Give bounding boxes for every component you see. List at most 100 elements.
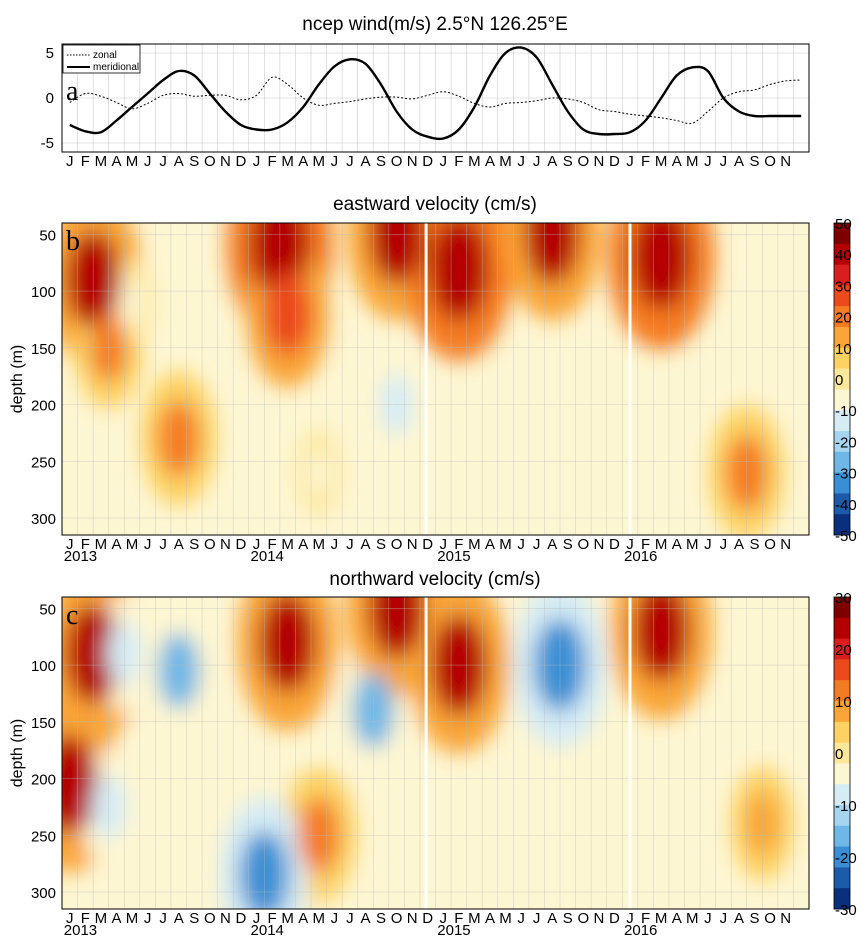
panel-b-anomaly-core <box>631 223 691 310</box>
panel-b-anomaly-core <box>524 223 580 284</box>
panel-c-month-label: A <box>111 910 121 927</box>
panel-b-month-label: J <box>704 536 712 553</box>
panel-c-month-label: J <box>533 910 541 927</box>
panel-b-ytick-label: 50 <box>39 227 56 244</box>
panel-a-ytick-label: 0 <box>46 90 54 107</box>
panel-a-month-label: J <box>331 153 339 170</box>
panel-b-month-label: N <box>780 536 791 553</box>
panel-a-month-label: O <box>764 153 776 170</box>
panel-b-month-label: A <box>360 536 370 553</box>
panel-c-colorbar-label: 0 <box>835 746 843 763</box>
panel-c-anomaly-core <box>259 597 316 693</box>
panel-b-colorbar-label: -30 <box>835 466 857 483</box>
panel-b-colorbar-label: -40 <box>835 497 857 514</box>
panel-b-colorbar-swatch <box>834 347 850 370</box>
panel-c-anomaly-core <box>368 597 425 659</box>
panel-c-month-label: O <box>764 910 776 927</box>
panel-b-month-label: M <box>655 536 668 553</box>
panel-b-month-label: N <box>407 536 418 553</box>
panel-c-anomaly-core <box>157 632 200 709</box>
panel-c-month-label: N <box>220 910 231 927</box>
panel-c-month-label: D <box>609 910 620 927</box>
panel-b-month-label: A <box>174 536 184 553</box>
panel-b-colorbar: 50 40 30 20 10 0 -10 -20 -30 -40 -50 <box>833 216 857 545</box>
legend: zonal meridional <box>62 44 141 74</box>
panel-a-month-label: F <box>641 153 650 170</box>
panel-b-month-label: S <box>563 536 573 553</box>
panel-c-colorbar-swatch <box>834 701 850 723</box>
panel-b-anomaly-core <box>306 449 331 497</box>
panel-b-colorbar-label: 50 <box>835 216 852 233</box>
panel-b-month-label: M <box>686 536 699 553</box>
panel-a-month-label: S <box>189 153 199 170</box>
panel-a-yticks: 5 0 -5 <box>41 45 54 152</box>
panel-b-frame <box>61 222 810 536</box>
panel-a-month-label: J <box>720 153 728 170</box>
panel-c-month-label: J <box>704 910 712 927</box>
panel-a-month-label: D <box>609 153 620 170</box>
panel-c-colorbar-swatch <box>834 680 850 702</box>
panel-a-month-label: M <box>468 153 481 170</box>
panel-b-month-label: O <box>578 536 590 553</box>
panel-b-month-label: J <box>440 536 448 553</box>
panel-b-colorbar-label: 40 <box>835 247 852 264</box>
panel-a-month-label: J <box>253 153 261 170</box>
panel-b-letter: b <box>66 226 80 257</box>
panel-c-month-label: O <box>391 910 403 927</box>
panel-c-colorbar-swatch <box>834 805 850 827</box>
panel-b-month-label: J <box>346 536 354 553</box>
panel-a-month-label: D <box>422 153 433 170</box>
legend-meridional-label: meridional <box>93 62 139 73</box>
panel-c-month-label: J <box>346 910 354 927</box>
panel-a-month-label: A <box>111 153 121 170</box>
panel-b-colorbar-label: -50 <box>835 528 857 545</box>
panel-a-month-label: A <box>174 153 184 170</box>
panel-c-month-label: M <box>313 910 326 927</box>
panel-a-month-label: O <box>578 153 590 170</box>
panel-b-colorbar-swatch <box>834 431 850 453</box>
panel-b-month-label: A <box>485 536 495 553</box>
panel-a-month-label: M <box>126 153 139 170</box>
panel-b-colorbar-swatch <box>834 514 850 536</box>
panel-b-month-label: O <box>391 536 403 553</box>
panel-c-ytick-label: 50 <box>39 601 56 618</box>
panel-c-colorbar-swatch <box>834 638 850 660</box>
meridional-wind-line <box>69 46 802 141</box>
panel-a-month-label: F <box>454 153 463 170</box>
panel-c-month-label: J <box>517 910 525 927</box>
panel-c-month-label: J <box>626 910 634 927</box>
panel-b-colorbar-swatch <box>834 243 850 266</box>
panel-c-month-label: D <box>236 910 247 927</box>
panel-c-month-label: J <box>144 910 152 927</box>
panel-b-year-label: 2016 <box>624 548 657 565</box>
panel-b-data-gap <box>424 223 428 535</box>
panel-b-colorbar-label: 30 <box>835 278 852 295</box>
panel-c-yticks: 50 100 150 200 250 300 <box>31 601 56 902</box>
panel-a-lines <box>69 46 802 141</box>
panel-a-month-label: O <box>204 153 216 170</box>
panel-b-month-label: A <box>298 536 308 553</box>
legend-zonal-label: zonal <box>93 50 117 61</box>
panel-a-month-label: J <box>440 153 448 170</box>
panel-a-month-label: J <box>159 153 167 170</box>
panel-b-year-label: 2014 <box>251 548 284 565</box>
panel-c-colorbar-frame <box>833 596 851 910</box>
panel-c-colorbar-label: -30 <box>835 902 857 919</box>
panel-c-month-label: A <box>174 910 184 927</box>
panel-b-month-label: J <box>331 536 339 553</box>
panel-c-colorbar-label: 30 <box>835 590 852 607</box>
panel-a-month-label: A <box>547 153 557 170</box>
panel-a-month-label: A <box>298 153 308 170</box>
panel-c-colorbar-label: 20 <box>835 642 852 659</box>
panel-c-month-label: M <box>686 910 699 927</box>
panel-c-colorbar-swatch <box>834 763 850 785</box>
panel-b-month-label: J <box>626 536 634 553</box>
panel-c-colorbar-swatch <box>834 888 850 910</box>
panel-b-year-label: 2013 <box>64 548 97 565</box>
panel-c-colorbar: 30 20 10 0 -10 -20 -30 <box>833 590 857 919</box>
panel-c-anomaly-core <box>632 597 690 682</box>
panel-b-month-label: J <box>66 536 74 553</box>
panel-a-month-label: M <box>95 153 108 170</box>
